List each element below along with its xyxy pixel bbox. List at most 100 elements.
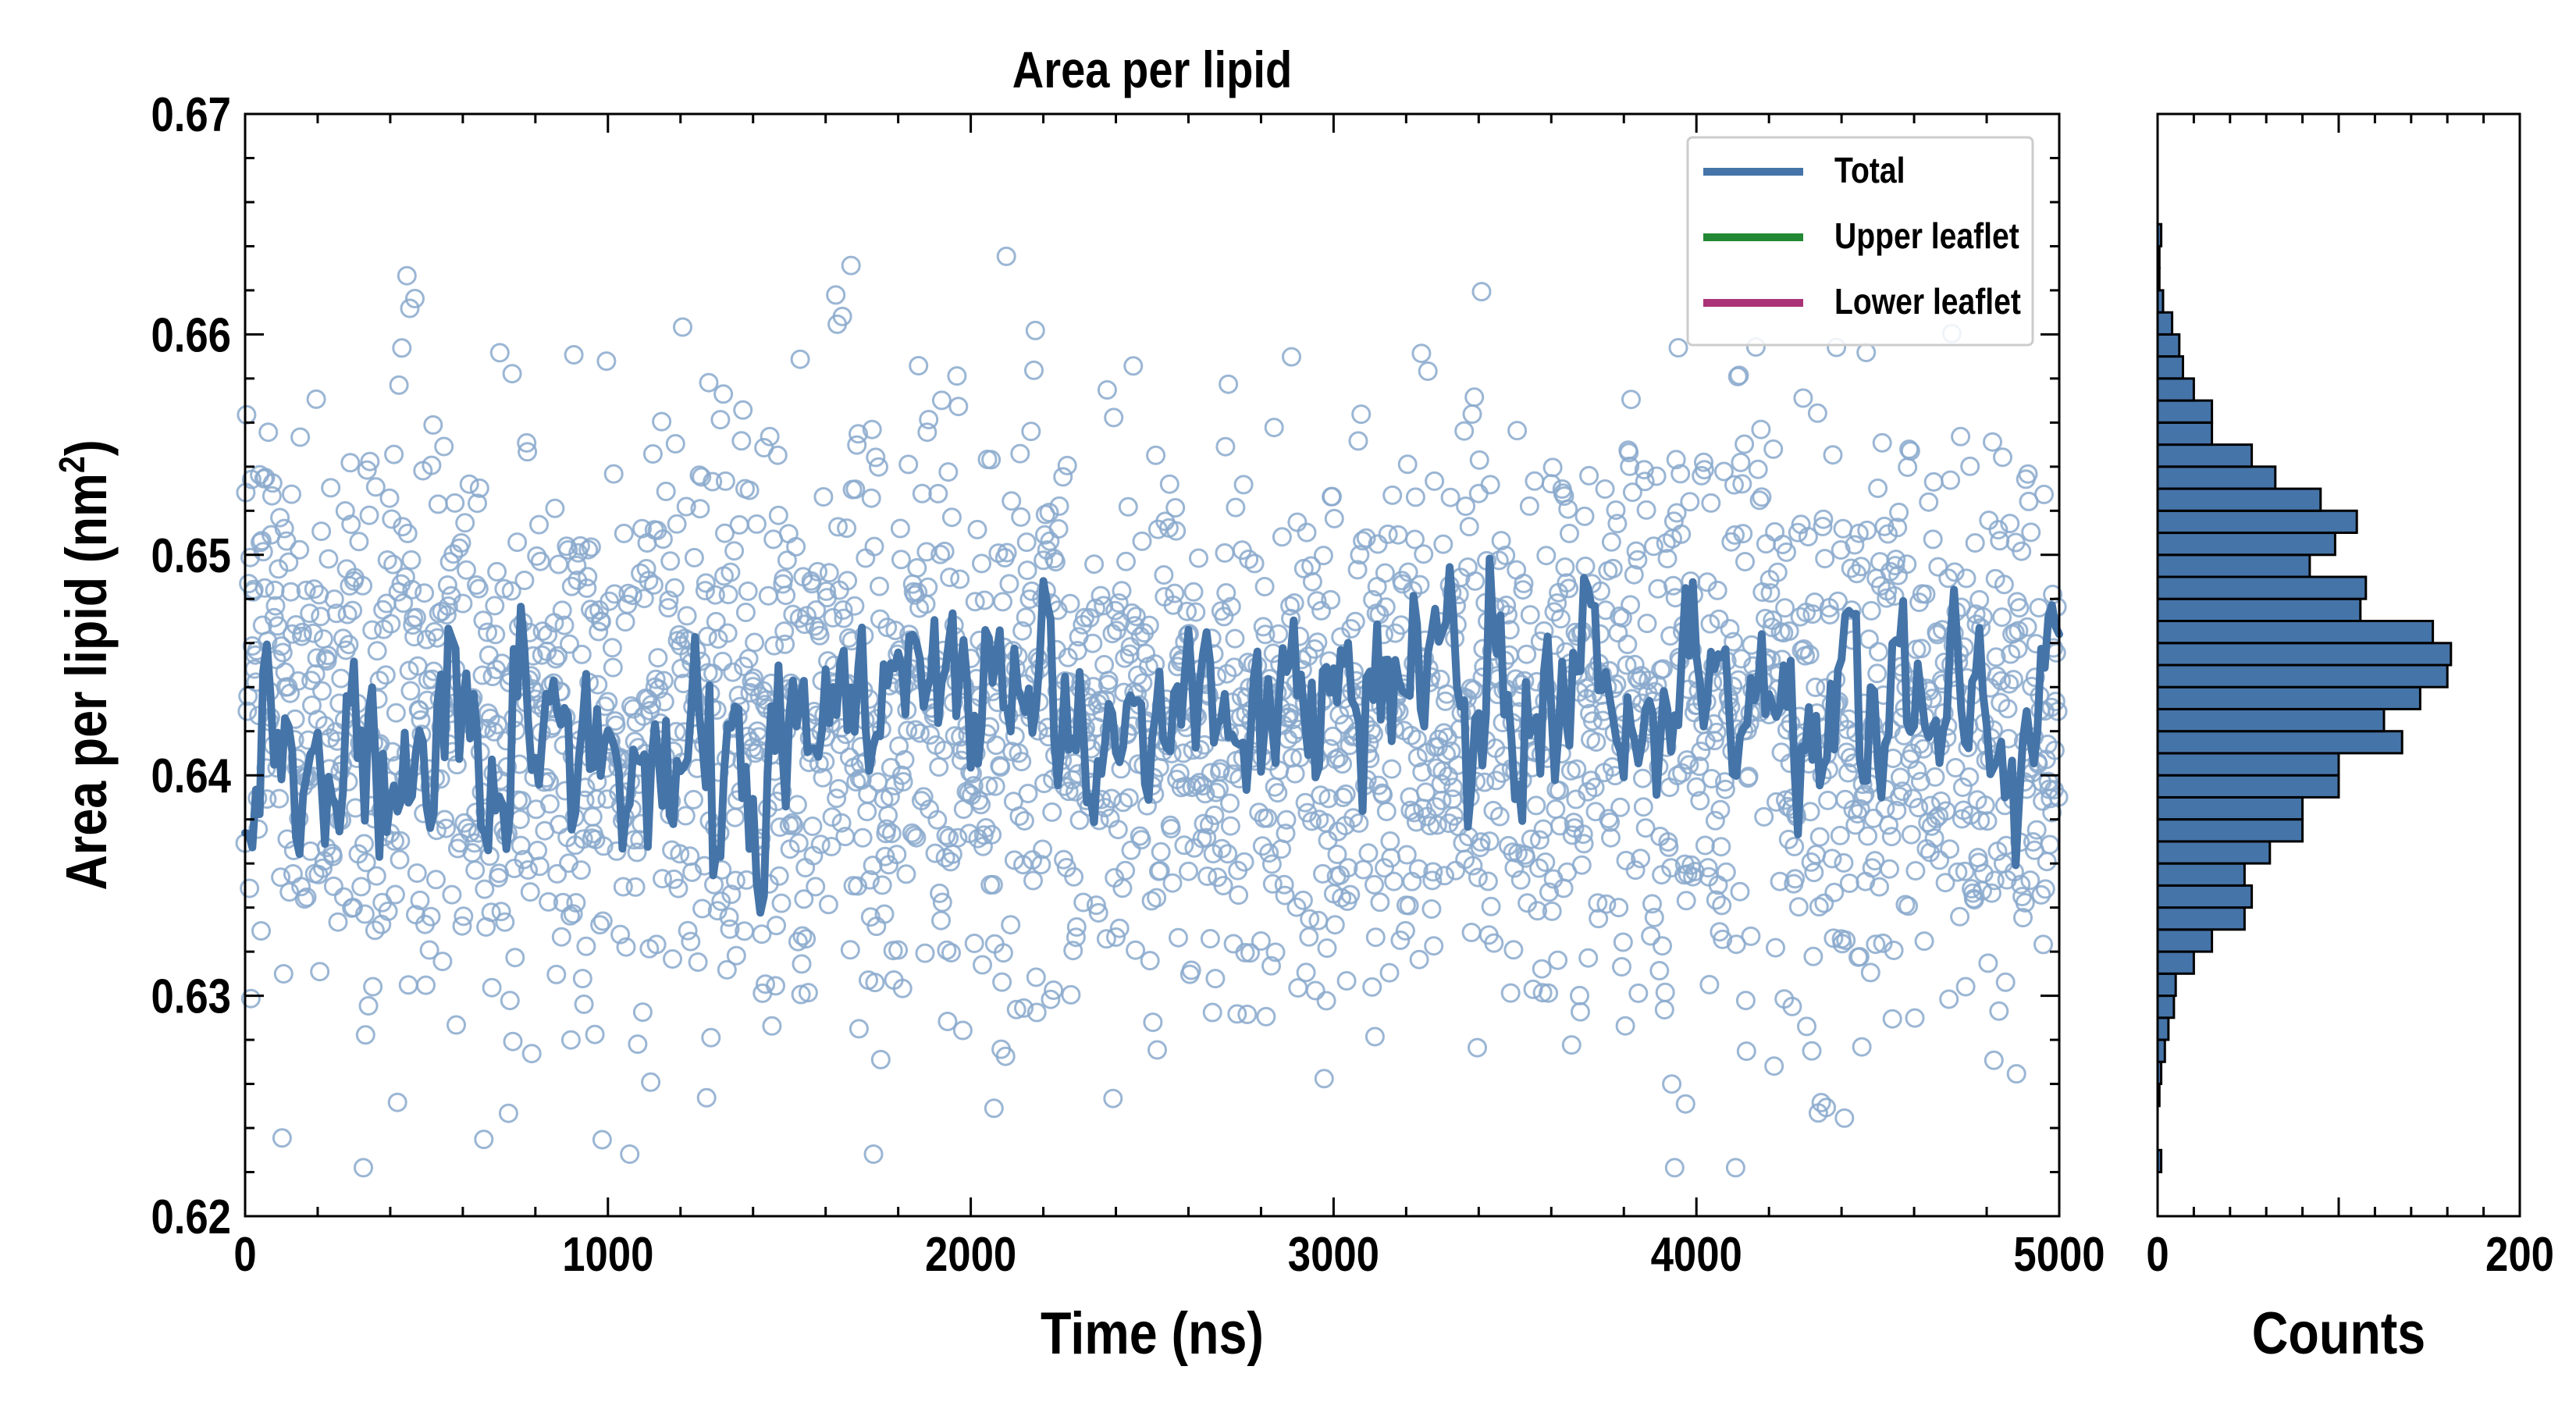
scatter-point [1014,998,1034,1018]
scatter-point [681,931,701,952]
scatter-point [622,585,642,606]
scatter-point [591,611,611,632]
scatter-point [818,895,838,915]
scatter-point [767,445,788,465]
scatter-point [918,577,938,597]
scatter-point [1822,849,1842,869]
scatter-point [415,583,435,603]
scatter-point [1601,532,1621,552]
scatter-point [699,372,719,393]
scatter-point [505,948,525,968]
scatter-point [2021,522,2041,543]
scatter-point [384,444,404,464]
scatter-point [784,816,804,835]
scatter-point [892,978,913,998]
scatter-point [1628,550,1648,570]
scatter-point [1233,475,1254,495]
scatter-point [705,585,725,605]
scatter-point [821,837,841,856]
main-plot: 0 1000 2000 3000 4000 5000 0.62 0.63 0.64 0.65 0.6… [52,41,2520,1366]
scatter-point [1815,549,1835,569]
scatter-point [1259,843,1279,863]
scatter-point [2012,541,2032,561]
scatter-point [1483,800,1503,820]
scatter-point [721,884,742,905]
scatter-point [766,976,785,996]
scatter-point [237,701,258,721]
scatter-point [303,623,323,643]
scatter-point [262,486,282,506]
scatter-point [788,833,809,853]
scatter-point [571,860,591,881]
x-tick-label: 0 [233,1228,256,1282]
scatter-point [1667,766,1688,785]
scatter-point [1901,824,1921,845]
scatter-point [1550,609,1571,629]
scatter-point [1861,600,1881,621]
scatter-point [1558,499,1578,519]
scatter-point [281,582,301,602]
scatter-point [1671,524,1692,544]
scatter-point [1993,447,2012,468]
scatter-point [673,317,692,337]
scatter-point [792,926,813,946]
scatter-point [432,601,452,621]
scatter-point [1649,961,1670,980]
scatter-point [1849,947,1870,967]
scatter-point [852,827,873,848]
scatter-point [834,608,854,628]
scatter-point [1834,1108,1855,1128]
scatter-point [1251,931,1271,951]
scatter-point [592,1130,612,1150]
scatter-point [1234,852,1254,872]
scatter-point [1764,1056,1784,1076]
scatter-point [1261,955,1281,976]
scatter-point [1484,933,1504,953]
scatter-point [1104,407,1124,428]
scatter-point [643,575,664,595]
scatter-point [1653,936,1672,956]
scatter-point [552,600,572,621]
scatter-point [560,634,579,654]
scatter-point [1190,739,1210,760]
scatter-point [2035,879,2055,899]
scatter-point [965,592,985,612]
scatter-point [1965,533,1985,553]
scatter-point [665,434,685,454]
scatter-point [487,561,507,582]
scatter-point [451,533,471,553]
scatter-point [2044,740,2065,760]
scatter-point [752,924,772,945]
scatter-point [478,622,497,642]
scatter-point [401,550,422,570]
scatter-point [1131,830,1151,850]
scatter-point [1126,607,1146,627]
scatter-point [910,723,930,743]
scatter-point [1667,503,1687,523]
scatter-point [972,553,991,574]
scatter-point [397,265,417,286]
scatter-point [1405,487,1425,507]
scatter-point [1060,593,1080,614]
scatter-point [1274,874,1294,895]
scatter-point [1504,858,1525,878]
scatter-point [1732,474,1752,494]
scatter-point [684,547,704,568]
scatter-point [1621,595,1641,615]
scatter-point [573,829,593,849]
histogram-bar [2156,597,2362,622]
scatter-point [913,787,934,807]
scatter-point [777,550,797,571]
scatter-point [527,546,547,566]
scatter-point [1202,1002,1222,1023]
scatter-point [354,834,374,854]
scatter-point [466,802,486,823]
scatter-point [548,646,568,666]
scatter-point [294,889,315,909]
scatter-point [1887,800,1907,820]
scatter-point [1418,361,1438,381]
scatter-point [1161,819,1181,838]
scatter-point [1983,432,2002,452]
scatter-point [351,877,372,897]
